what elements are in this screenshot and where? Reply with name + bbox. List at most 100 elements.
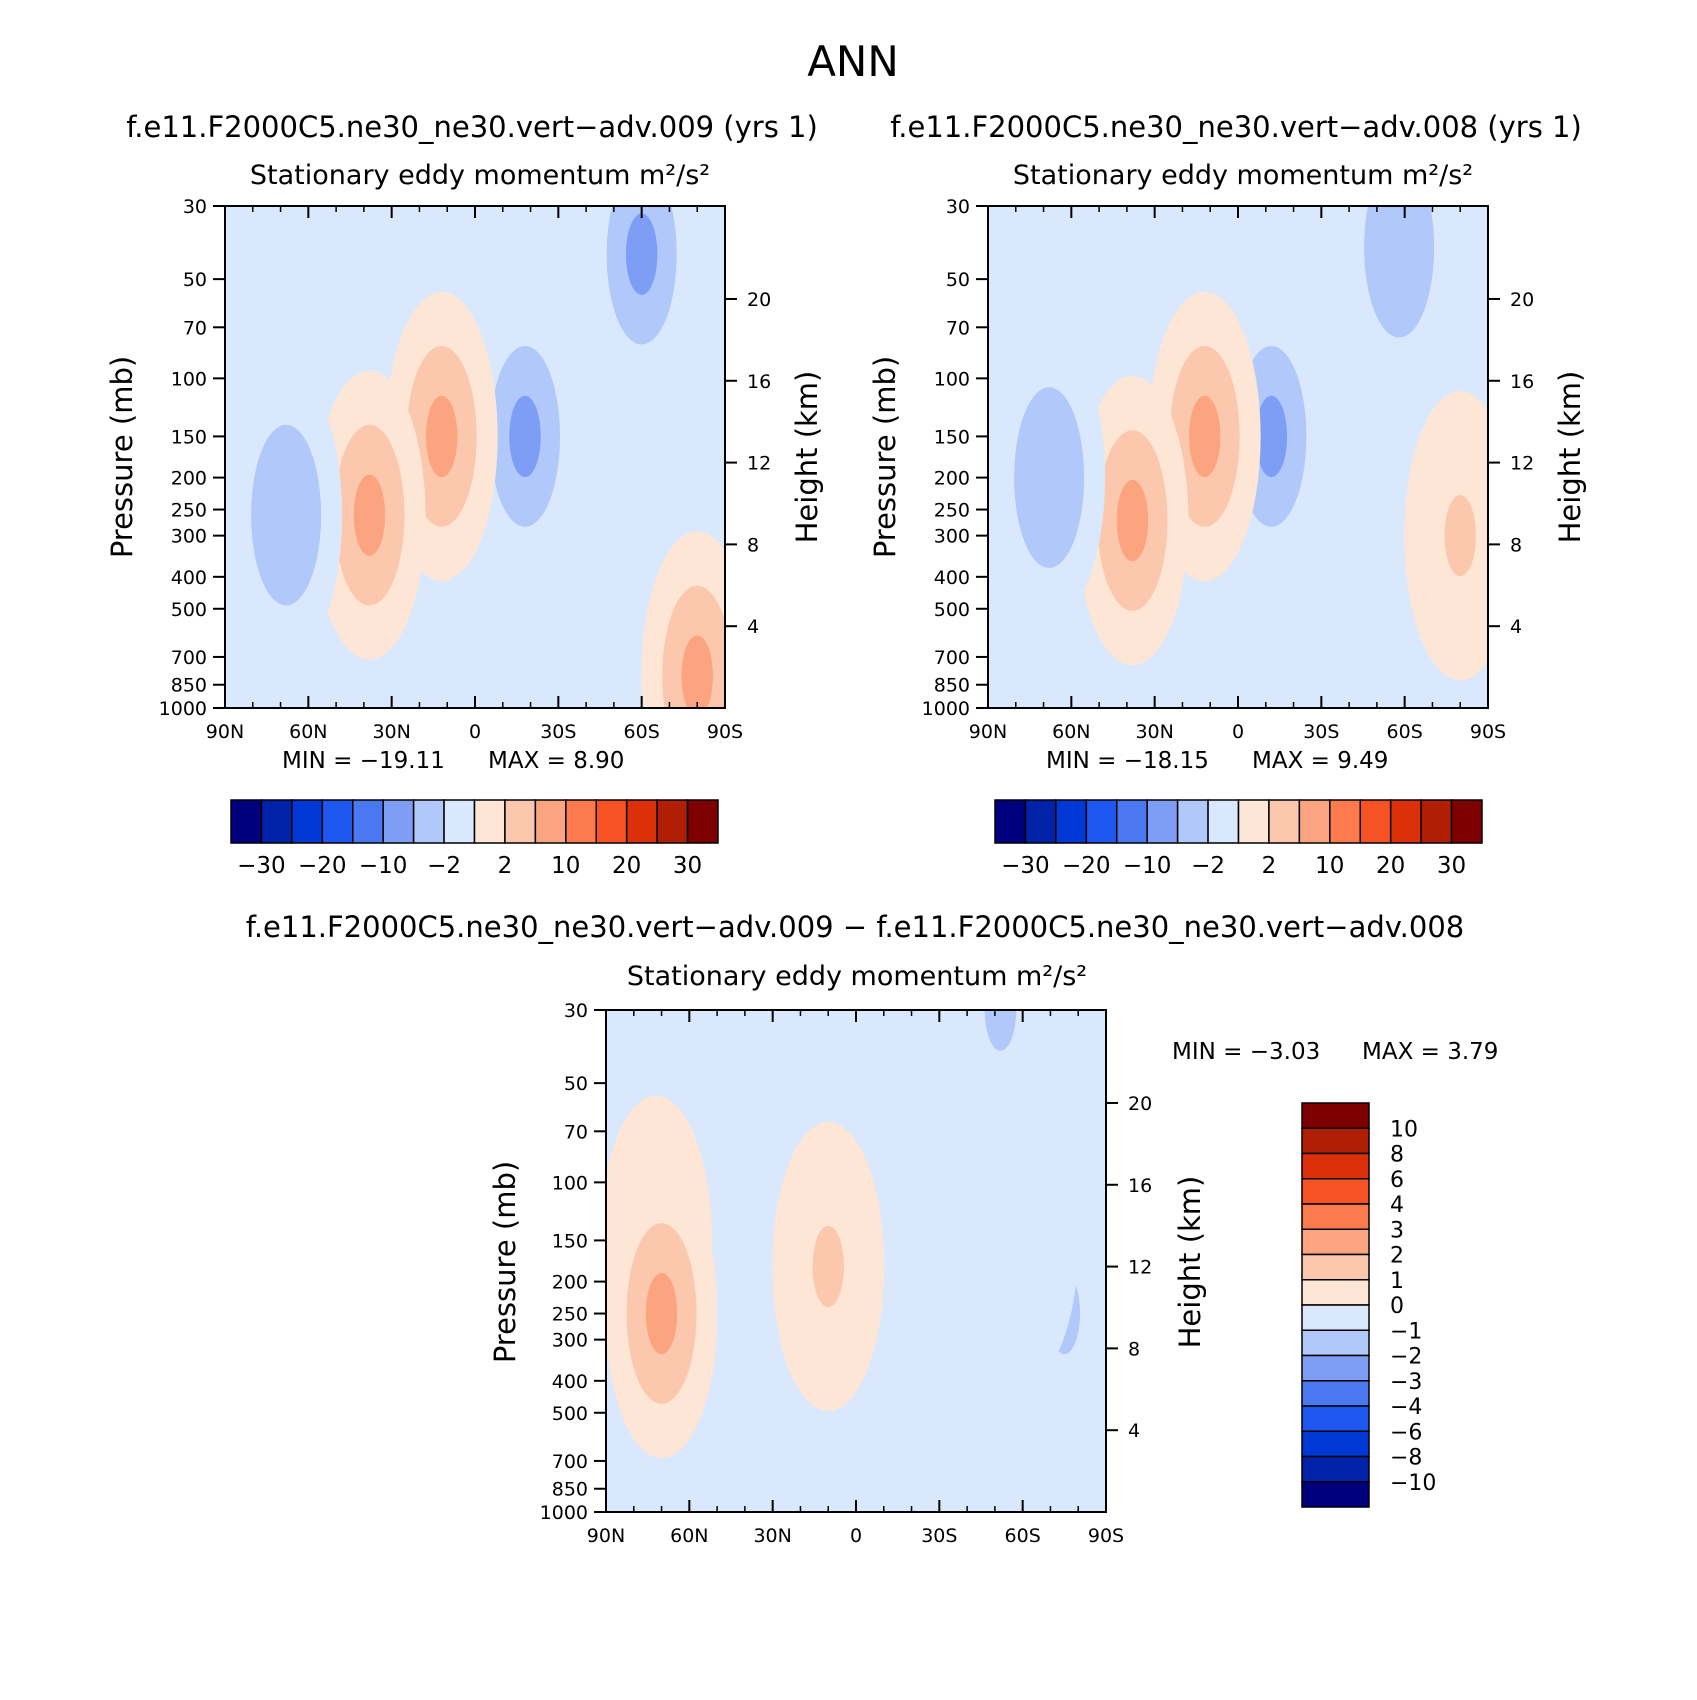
y-tick-label: 200 xyxy=(552,1272,588,1294)
y2-axis-label: Height (km) xyxy=(1173,1176,1207,1349)
contour-feature-core xyxy=(681,635,713,708)
y-tick-label: 30 xyxy=(183,196,207,218)
y-tick-label: 250 xyxy=(171,500,207,522)
colorbar-label: 20 xyxy=(612,853,641,879)
x-tick-label: 30S xyxy=(1303,721,1339,743)
colorbar-swatch xyxy=(1301,1329,1370,1357)
colorbar-swatch xyxy=(1237,799,1270,844)
contour-feature-core xyxy=(1006,1199,1039,1282)
y2-tick-label: 16 xyxy=(1128,1175,1152,1197)
colorbar-label: −8 xyxy=(1390,1446,1422,1471)
y-tick-label: 400 xyxy=(552,1371,588,1393)
x-tick-label: 30N xyxy=(372,721,410,743)
y-tick-label: 300 xyxy=(171,526,207,548)
contour-field xyxy=(225,206,725,708)
colorbar-swatch xyxy=(1450,799,1483,844)
colorbar-swatch xyxy=(1085,799,1118,844)
y2-tick-label: 20 xyxy=(747,289,771,311)
x-tick-label: 90S xyxy=(707,721,743,743)
colorbar-swatch xyxy=(1359,799,1392,844)
colorbar-swatch xyxy=(1116,799,1148,844)
max-label: MAX = 3.79 xyxy=(1362,1039,1498,1065)
colorbar-swatch xyxy=(1301,1405,1370,1432)
panel-subtitle: Stationary eddy momentum m²/s² xyxy=(1013,160,1473,191)
y-tick-label: 700 xyxy=(552,1451,588,1473)
y2-tick-label: 4 xyxy=(747,616,759,638)
x-tick-label: 90N xyxy=(206,721,244,743)
y-tick-label: 400 xyxy=(934,567,970,589)
x-tick-label: 0 xyxy=(469,721,481,743)
contour-feature-core xyxy=(1033,436,1065,519)
y-tick-label: 400 xyxy=(171,567,207,589)
y2-tick-label: 8 xyxy=(747,534,759,556)
y-tick-label: 1000 xyxy=(922,698,970,720)
x-tick-label: 60N xyxy=(1052,721,1090,743)
contour-feature-core xyxy=(984,1010,1017,1051)
max-label: MAX = 8.90 xyxy=(488,748,624,774)
contour-feature-core xyxy=(645,1272,678,1355)
y-tick-label: 50 xyxy=(946,269,970,291)
y-tick-label: 70 xyxy=(946,317,970,339)
y-tick-label: 250 xyxy=(552,1304,588,1326)
colorbar-label: −2 xyxy=(1191,853,1225,879)
y2-axis-label: Height (km) xyxy=(790,371,824,544)
colorbar-swatch xyxy=(595,799,628,844)
colorbar-swatch xyxy=(412,799,445,844)
colorbar-swatch xyxy=(504,799,537,844)
panel-subtitle: Stationary eddy momentum m²/s² xyxy=(250,160,710,191)
colorbar-label: −20 xyxy=(1062,853,1111,879)
x-tick-label: 90N xyxy=(969,721,1007,743)
colorbar-swatch xyxy=(1301,1279,1370,1306)
y-tick-label: 50 xyxy=(183,269,207,291)
y-tick-label: 150 xyxy=(552,1230,588,1252)
colorbar-swatch xyxy=(1268,799,1301,844)
colorbar-swatch xyxy=(1207,799,1240,844)
colorbar-swatch xyxy=(1176,799,1209,844)
colorbar-swatch xyxy=(1301,1127,1370,1155)
y-tick-label: 30 xyxy=(564,1000,588,1022)
colorbar-label: −2 xyxy=(1390,1345,1422,1370)
y-tick-label: 30 xyxy=(946,196,970,218)
colorbar-swatch xyxy=(1301,1481,1370,1508)
colorbar-label: 2 xyxy=(1390,1244,1404,1269)
contour-feature-core xyxy=(1255,395,1288,478)
colorbar-label: −10 xyxy=(1123,853,1172,879)
x-tick-label: 90N xyxy=(587,1525,625,1547)
contour-field xyxy=(988,206,1488,708)
y-tick-label: 200 xyxy=(934,468,970,490)
colorbar-swatch xyxy=(565,799,597,844)
y2-tick-label: 20 xyxy=(1128,1093,1152,1115)
panel-subtitle: Stationary eddy momentum m²/s² xyxy=(627,961,1087,992)
panel-title: f.e11.F2000C5.ne30_ne30.vert−adv.009 − f… xyxy=(246,910,1465,944)
colorbar-swatch xyxy=(1301,1178,1370,1205)
colorbar-swatch xyxy=(260,799,293,844)
contour-feature-core xyxy=(625,213,658,295)
colorbar-label: 2 xyxy=(1262,853,1277,879)
colorbar-swatch xyxy=(382,799,415,844)
x-tick-label: 60S xyxy=(1387,721,1423,743)
contour-feature-core xyxy=(425,395,458,478)
colorbar-swatch xyxy=(1301,1152,1370,1180)
colorbar-swatch xyxy=(534,799,567,844)
colorbar-label: 30 xyxy=(1437,853,1466,879)
x-tick-label: 90S xyxy=(1470,721,1506,743)
contour-field xyxy=(606,1010,1106,1512)
colorbar-label: 1 xyxy=(1390,1269,1404,1294)
y-tick-label: 500 xyxy=(934,599,970,621)
colorbar-swatch xyxy=(1298,799,1331,844)
y2-tick-label: 4 xyxy=(1128,1420,1140,1442)
contour-feature-core xyxy=(1188,395,1221,478)
y-tick-label: 700 xyxy=(171,647,207,669)
colorbar-swatch xyxy=(1301,1430,1370,1458)
colorbar-label: −2 xyxy=(427,853,461,879)
colorbar-swatch xyxy=(1301,1228,1370,1256)
min-label: MIN = −3.03 xyxy=(1172,1039,1320,1065)
contour-feature-core xyxy=(1444,494,1476,577)
x-tick-label: 90S xyxy=(1088,1525,1124,1547)
y-tick-label: 150 xyxy=(171,426,207,448)
colorbar-label: −10 xyxy=(1390,1471,1436,1496)
y-axis-label: Pressure (mb) xyxy=(105,356,139,558)
colorbar-swatch xyxy=(1301,1354,1370,1382)
colorbar-label: −1 xyxy=(1390,1319,1422,1344)
y-tick-label: 70 xyxy=(564,1121,588,1143)
